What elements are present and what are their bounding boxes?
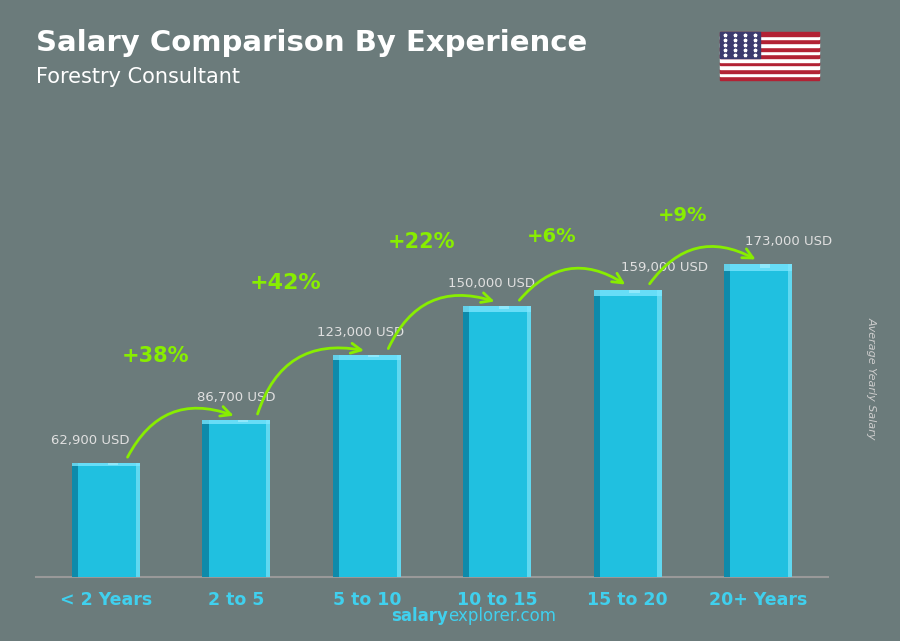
Bar	[464, 306, 470, 577]
Text: +38%: +38%	[122, 346, 189, 366]
Bar	[720, 40, 819, 43]
Text: 173,000 USD: 173,000 USD	[745, 235, 832, 249]
Text: +6%: +6%	[527, 228, 577, 246]
Text: +42%: +42%	[250, 273, 322, 294]
Bar	[266, 420, 270, 577]
Bar	[720, 32, 760, 58]
Text: +22%: +22%	[388, 232, 455, 252]
Bar	[136, 463, 140, 577]
Bar	[720, 51, 819, 54]
Bar	[397, 354, 400, 577]
Bar	[720, 65, 819, 69]
Bar	[333, 354, 339, 577]
Bar	[720, 58, 819, 62]
Bar	[108, 463, 118, 465]
Bar	[629, 290, 640, 293]
Bar	[720, 76, 819, 80]
Text: 86,700 USD: 86,700 USD	[197, 392, 275, 404]
Bar	[720, 43, 819, 47]
Bar	[720, 47, 819, 51]
Bar	[720, 54, 819, 58]
Text: Forestry Consultant: Forestry Consultant	[36, 67, 240, 87]
Bar	[333, 354, 400, 360]
Bar	[594, 290, 599, 577]
Text: explorer.com: explorer.com	[448, 607, 556, 625]
Bar	[594, 290, 662, 577]
Bar	[788, 264, 792, 577]
Bar	[72, 463, 140, 466]
Bar	[760, 264, 770, 268]
Bar	[720, 36, 819, 40]
Bar	[724, 264, 792, 577]
Bar	[72, 463, 140, 577]
Bar	[464, 306, 531, 577]
Text: 62,900 USD: 62,900 USD	[51, 435, 130, 447]
Bar	[724, 264, 730, 577]
Bar	[238, 420, 248, 422]
Text: +9%: +9%	[658, 206, 707, 224]
Bar	[720, 72, 819, 76]
Bar	[72, 463, 78, 577]
Text: 159,000 USD: 159,000 USD	[621, 261, 708, 274]
Text: salary: salary	[392, 607, 448, 625]
Text: Average Yearly Salary: Average Yearly Salary	[866, 317, 877, 440]
Bar	[202, 420, 270, 577]
Bar	[720, 69, 819, 72]
Bar	[499, 306, 509, 309]
Text: 150,000 USD: 150,000 USD	[447, 277, 535, 290]
Text: 123,000 USD: 123,000 USD	[317, 326, 404, 339]
Text: Salary Comparison By Experience: Salary Comparison By Experience	[36, 29, 587, 57]
Bar	[464, 306, 531, 312]
Bar	[724, 264, 792, 271]
Bar	[720, 62, 819, 65]
Bar	[368, 354, 379, 357]
Bar	[202, 420, 270, 424]
Bar	[720, 32, 819, 36]
Bar	[594, 290, 662, 296]
Bar	[527, 306, 531, 577]
Bar	[333, 354, 400, 577]
Bar	[658, 290, 662, 577]
Bar	[202, 420, 209, 577]
